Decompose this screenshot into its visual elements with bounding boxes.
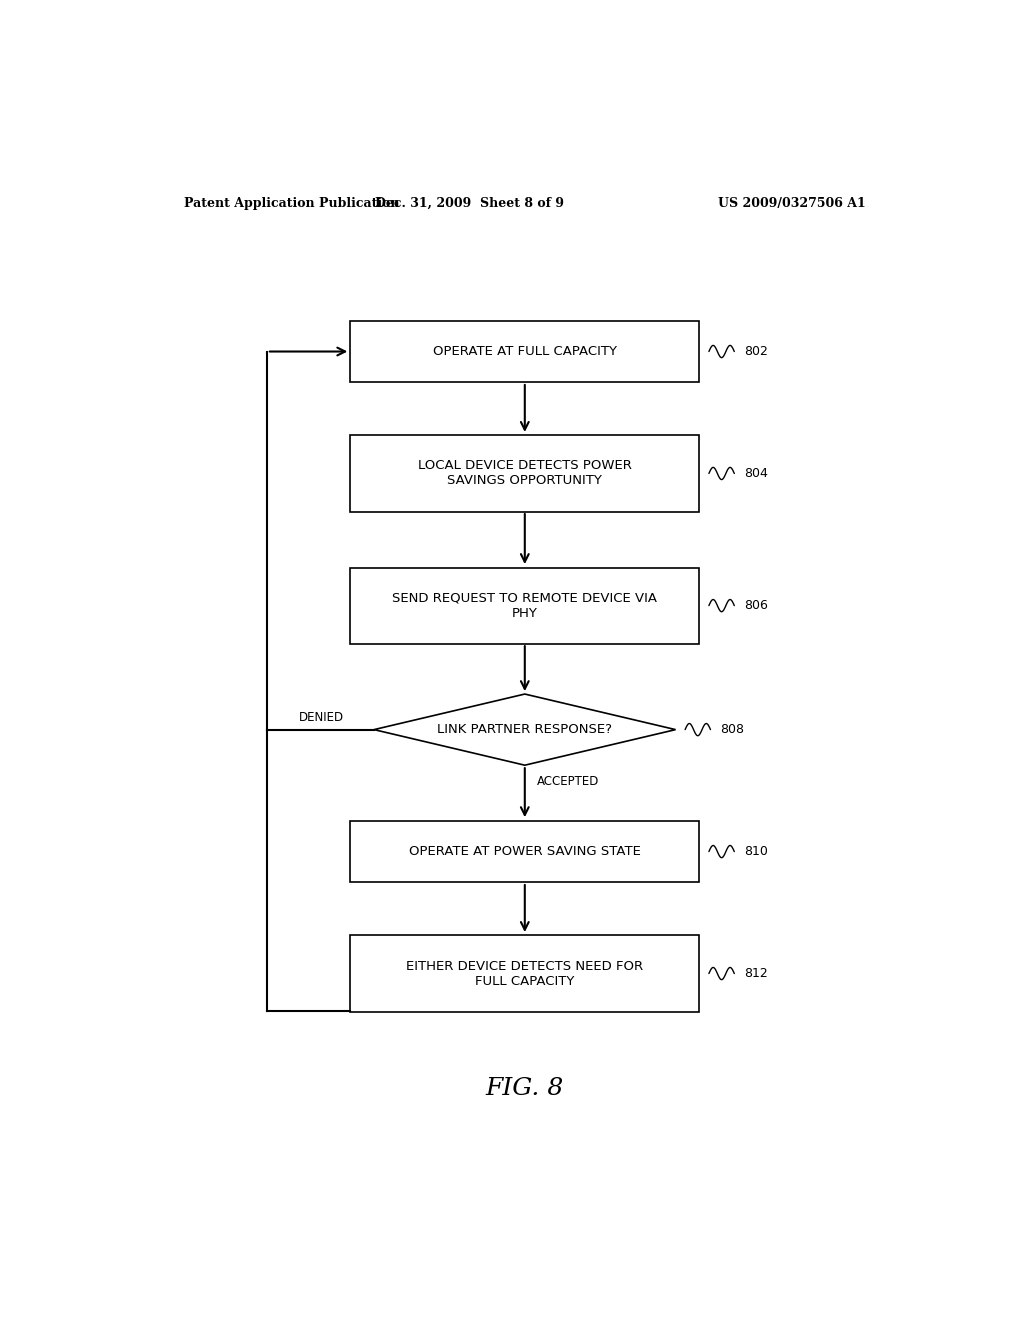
Text: 808: 808 [720, 723, 744, 737]
FancyBboxPatch shape [350, 936, 699, 1011]
Text: 806: 806 [743, 599, 768, 612]
FancyBboxPatch shape [350, 436, 699, 512]
FancyBboxPatch shape [350, 568, 699, 644]
Text: Patent Application Publication: Patent Application Publication [183, 197, 399, 210]
FancyBboxPatch shape [350, 321, 699, 381]
Text: OPERATE AT POWER SAVING STATE: OPERATE AT POWER SAVING STATE [409, 845, 641, 858]
Text: DENIED: DENIED [299, 711, 344, 723]
Text: Dec. 31, 2009  Sheet 8 of 9: Dec. 31, 2009 Sheet 8 of 9 [375, 197, 564, 210]
Text: ACCEPTED: ACCEPTED [537, 775, 599, 788]
Text: 804: 804 [743, 467, 768, 480]
Text: US 2009/0327506 A1: US 2009/0327506 A1 [718, 197, 866, 210]
Text: LINK PARTNER RESPONSE?: LINK PARTNER RESPONSE? [437, 723, 612, 737]
Text: FIG. 8: FIG. 8 [485, 1077, 564, 1100]
Text: EITHER DEVICE DETECTS NEED FOR
FULL CAPACITY: EITHER DEVICE DETECTS NEED FOR FULL CAPA… [407, 960, 643, 987]
Polygon shape [374, 694, 676, 766]
FancyBboxPatch shape [350, 821, 699, 882]
Text: SEND REQUEST TO REMOTE DEVICE VIA
PHY: SEND REQUEST TO REMOTE DEVICE VIA PHY [392, 591, 657, 619]
Text: 802: 802 [743, 345, 768, 358]
Text: 810: 810 [743, 845, 768, 858]
Text: OPERATE AT FULL CAPACITY: OPERATE AT FULL CAPACITY [433, 345, 616, 358]
Text: 812: 812 [743, 968, 768, 979]
Text: LOCAL DEVICE DETECTS POWER
SAVINGS OPPORTUNITY: LOCAL DEVICE DETECTS POWER SAVINGS OPPOR… [418, 459, 632, 487]
